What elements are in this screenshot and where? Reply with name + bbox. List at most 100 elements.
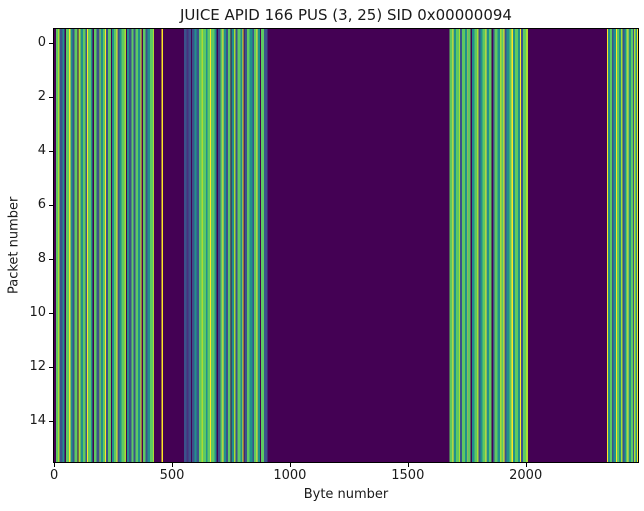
byte-stripe: [506, 29, 510, 462]
byte-stripe: [220, 29, 223, 462]
byte-stripe: [522, 29, 526, 462]
byte-stripe: [503, 29, 505, 462]
byte-stripe: [105, 29, 109, 462]
byte-stripe: [520, 29, 522, 462]
byte-stripe: [485, 29, 487, 462]
byte-stripe: [55, 29, 59, 462]
byte-stripe: [509, 29, 512, 462]
byte-stripe: [613, 29, 616, 462]
byte-stripe: [624, 29, 627, 462]
y-tick: [49, 313, 53, 315]
byte-stripe: [254, 29, 257, 462]
byte-stripe: [121, 29, 125, 462]
byte-stripe: [104, 29, 106, 462]
byte-stripe: [455, 29, 459, 462]
byte-stripe: [525, 29, 528, 462]
y-tick: [49, 421, 53, 423]
byte-stripe: [149, 29, 153, 462]
byte-stripe: [606, 29, 608, 462]
byte-stripe: [616, 29, 620, 462]
byte-stripe: [78, 29, 81, 462]
byte-stripe: [478, 29, 481, 462]
byte-stripe: [235, 29, 238, 462]
byte-stripe: [264, 29, 268, 462]
y-axis-label: Packet number: [6, 196, 22, 295]
byte-stripe: [607, 29, 611, 462]
byte-stripe: [87, 29, 91, 462]
byte-stripe: [90, 29, 93, 462]
byte-stripe: [476, 29, 479, 462]
y-tick: [49, 42, 53, 44]
byte-stripe: [504, 29, 507, 462]
y-tick-label: 8: [37, 251, 46, 266]
byte-stripe: [237, 29, 241, 462]
byte-stripe: [468, 29, 471, 462]
byte-stripe: [117, 29, 120, 462]
byte-stripe: [452, 29, 454, 462]
byte-stripe: [499, 29, 502, 462]
byte-stripe: [194, 29, 197, 462]
y-tick-label: 6: [37, 196, 46, 212]
byte-stripe: [161, 29, 164, 462]
x-tick-label: 1000: [273, 468, 307, 483]
byte-stripe: [124, 29, 126, 462]
byte-stripe: [58, 29, 60, 462]
byte-stripe: [227, 29, 231, 462]
byte-stripe: [240, 29, 243, 462]
byte-stripe: [637, 29, 638, 462]
byte-stripe: [249, 29, 253, 462]
y-tick-label: 14: [29, 413, 46, 429]
x-tick: [289, 463, 291, 467]
y-tick-label: 0: [37, 34, 46, 50]
byte-stripe: [252, 29, 255, 462]
byte-stripe: [83, 29, 86, 462]
byte-stripe: [619, 29, 622, 462]
byte-stripe: [147, 29, 150, 462]
byte-stripe: [514, 29, 518, 462]
y-tick-label: 4: [37, 142, 46, 158]
byte-stripe: [501, 29, 504, 462]
byte-stripe: [74, 29, 78, 462]
byte-stripe: [257, 29, 260, 462]
byte-stripe: [210, 29, 212, 462]
byte-stripe: [467, 29, 469, 462]
byte-stripe: [497, 29, 500, 462]
x-axis-label: Byte number: [303, 487, 389, 502]
byte-stripe: [205, 29, 208, 462]
y-tick-label: 2: [37, 88, 46, 104]
byte-stripe: [201, 29, 204, 462]
byte-stripe: [196, 29, 200, 462]
byte-stripe: [453, 29, 456, 462]
byte-stripe: [188, 29, 192, 462]
byte-stripe: [119, 29, 122, 462]
byte-stripe: [211, 29, 215, 462]
byte-stripe: [521, 29, 523, 462]
byte-stripe: [135, 29, 139, 462]
byte-stripe: [474, 29, 477, 462]
byte-stripe: [612, 29, 614, 462]
chart-title: JUICE APID 166 PUS (3, 25) SID 0x0000009…: [180, 6, 512, 24]
byte-stripe: [494, 29, 498, 462]
byte-stripe: [247, 29, 250, 462]
x-tick: [525, 463, 527, 467]
byte-stripe: [630, 29, 633, 462]
byte-stripe: [635, 29, 638, 462]
x-tick-label: 500: [159, 468, 185, 483]
byte-stripe: [65, 29, 70, 462]
byte-stripe: [184, 29, 187, 462]
byte-stripe: [114, 29, 117, 462]
byte-stripe: [99, 29, 101, 462]
byte-stripe: [632, 29, 635, 462]
byte-stripe: [261, 29, 265, 462]
byte-stripe: [464, 29, 468, 462]
byte-stripe: [482, 29, 486, 462]
byte-stripe: [488, 29, 492, 462]
byte-stripe: [471, 29, 475, 462]
byte-stripe: [131, 29, 134, 462]
byte-stripe: [94, 29, 97, 462]
byte-stripe: [207, 29, 211, 462]
y-tick: [49, 367, 53, 369]
byte-stripe: [186, 29, 189, 462]
byte-stripe: [70, 29, 73, 462]
byte-stripe: [203, 29, 206, 462]
